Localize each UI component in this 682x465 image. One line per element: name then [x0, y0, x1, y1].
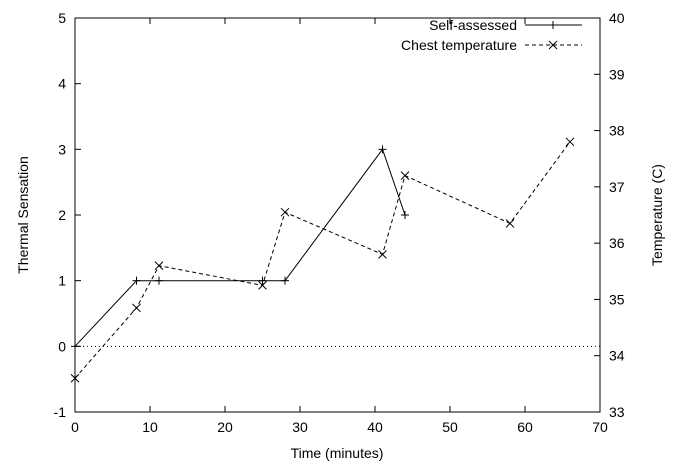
data-point-marker: [155, 276, 163, 285]
y-tick-label-right: 40: [609, 10, 625, 26]
series-line-0: [74, 148, 406, 347]
y-axis-title-left: Thermal Sensation: [15, 156, 31, 274]
y-axis-title-right: Temperature (C): [649, 164, 665, 266]
x-tick-label: 0: [71, 419, 79, 435]
y-tick-label-right: 36: [609, 235, 625, 251]
y-tick-label-right: 34: [609, 348, 625, 364]
data-point-marker: [70, 373, 80, 383]
data-point-marker: [71, 342, 79, 351]
series-layer: [70, 137, 575, 383]
data-point-marker: [378, 250, 387, 259]
y-tick-label-right: 35: [609, 291, 625, 307]
legend-label-chest-temperature: Chest temperature: [401, 37, 517, 53]
x-tick-label: 20: [217, 419, 233, 435]
y-tick-label-left: 3: [58, 141, 66, 157]
y-tick-label-left: 1: [58, 273, 66, 289]
y-tick-label-left: 0: [58, 338, 66, 354]
data-point-marker: [401, 211, 409, 219]
legend-marker-self-assessed: [549, 21, 557, 29]
x-tick-label: 50: [442, 419, 458, 435]
x-tick-label: 70: [592, 419, 608, 435]
data-point-marker: [258, 276, 267, 285]
x-tick-label: 30: [292, 419, 308, 435]
y-tick-label-right: 38: [609, 123, 625, 139]
y-tick-label-left: 5: [58, 10, 66, 26]
data-point-marker: [258, 281, 267, 290]
x-axis-title: Time (minutes): [291, 445, 384, 461]
y-tick-label-left: 2: [58, 207, 66, 223]
data-point-marker: [565, 137, 575, 147]
legend-markers: [548, 21, 558, 50]
series-line-1: [74, 141, 571, 379]
data-point-marker: [505, 219, 515, 228]
plot-frame: [74, 17, 601, 413]
y-tick-label-right: 33: [609, 404, 625, 420]
legend-marker-chest-temperature: [548, 40, 558, 50]
data-point-marker: [378, 145, 387, 154]
data-point-marker: [281, 276, 289, 285]
y-tick-label-left: 4: [58, 76, 66, 92]
data-point-marker: [132, 276, 141, 285]
x-tick-label: 10: [142, 419, 158, 435]
data-point-marker: [400, 171, 410, 180]
data-point-marker: [132, 303, 141, 313]
legend: Self-assessed Chest temperature: [401, 17, 582, 53]
y-tick-label-right: 39: [609, 66, 625, 82]
x-tick-label: 40: [367, 419, 383, 435]
legend-label-self-assessed: Self-assessed: [429, 17, 517, 33]
y-tick-label-left: -1: [54, 404, 67, 420]
data-point-marker: [280, 207, 290, 217]
y-tick-label-right: 37: [609, 179, 625, 195]
data-point-marker: [154, 261, 164, 271]
x-tick-label: 60: [517, 419, 533, 435]
